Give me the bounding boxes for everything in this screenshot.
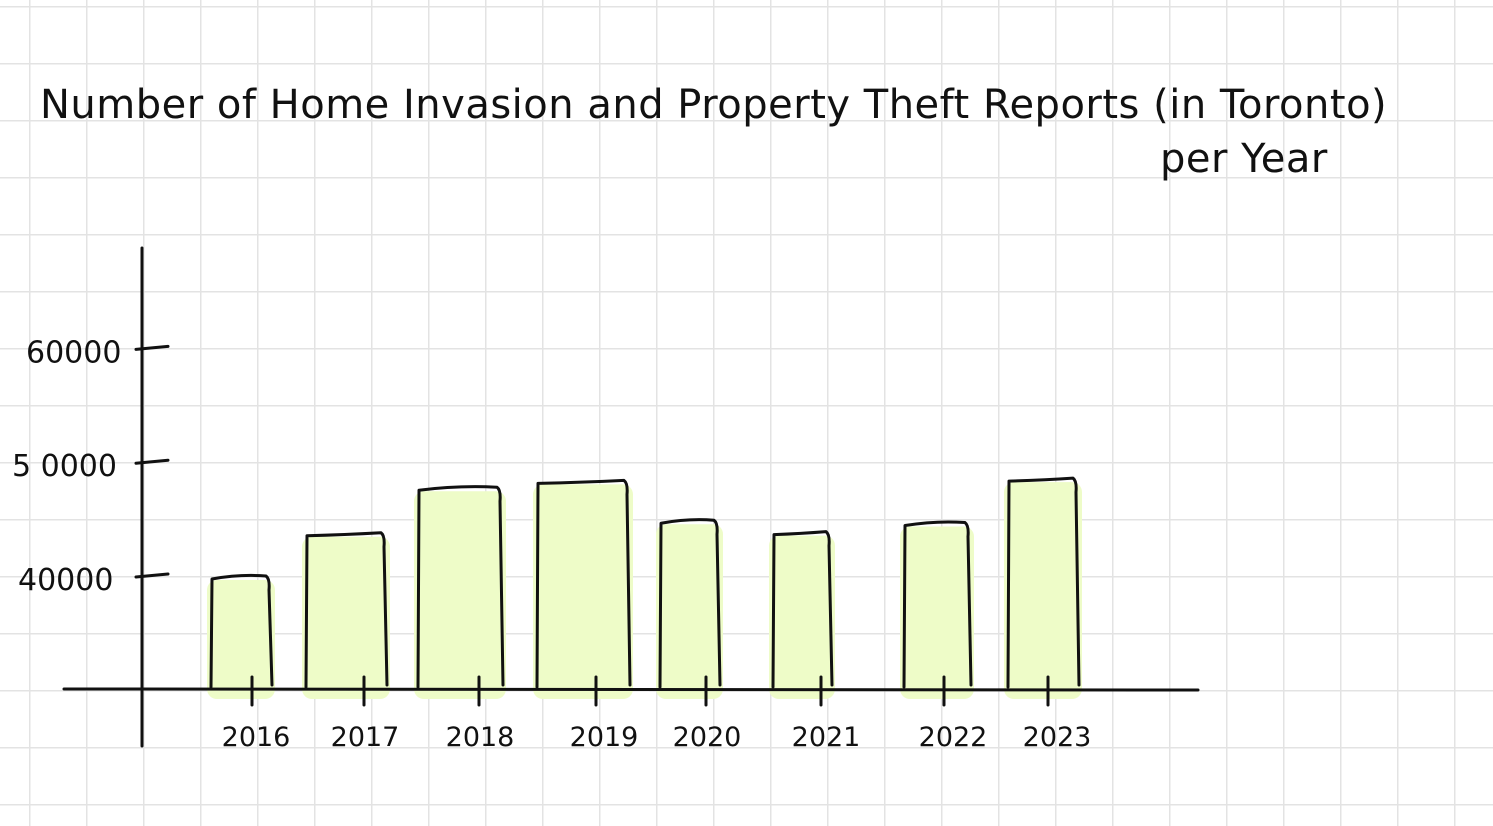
bar-highlight — [1004, 482, 1082, 699]
x-tick-label: 2023 — [1023, 722, 1092, 753]
bar-highlight — [656, 524, 723, 699]
x-axis-line — [62, 687, 1200, 692]
x-tick-label: 2021 — [792, 722, 861, 753]
chart-title: Number of Home Invasion and Property The… — [40, 82, 1387, 128]
bar-highlight — [900, 526, 974, 699]
x-tick-label: 2018 — [446, 722, 515, 753]
y-tick-label: 40000 — [18, 563, 113, 598]
bar-highlight — [769, 535, 835, 699]
y-tick-label: 5 0000 — [12, 449, 117, 484]
y-tick — [134, 344, 170, 351]
bar-highlight — [207, 580, 275, 699]
x-tick-label: 2019 — [570, 722, 639, 753]
axes-layer — [62, 246, 1200, 748]
bar-highlight — [302, 536, 390, 699]
y-axis-line — [140, 246, 144, 748]
bar-highlight — [414, 491, 506, 699]
x-tick-label: 2016 — [222, 722, 291, 753]
bars-layer — [207, 476, 1082, 699]
chart-subtitle: per Year — [1160, 136, 1328, 182]
x-tick-label: 2022 — [919, 722, 988, 753]
y-tick — [134, 572, 170, 579]
bar — [535, 478, 632, 689]
x-tick-label: 2017 — [331, 722, 400, 753]
bar — [209, 573, 274, 689]
bar — [304, 531, 389, 689]
y-tick-label: 60000 — [26, 335, 121, 370]
bar — [416, 485, 505, 689]
bar — [1006, 476, 1081, 689]
bar — [771, 530, 834, 689]
bar-highlight — [533, 484, 633, 699]
labels-layer: 40000 5 0000 60000 2016 2017 2018 2019 2020 2021… — [12, 335, 1091, 753]
bar — [902, 520, 973, 689]
bar — [658, 518, 722, 689]
y-tick — [134, 458, 170, 465]
x-tick-label: 2020 — [673, 722, 742, 753]
